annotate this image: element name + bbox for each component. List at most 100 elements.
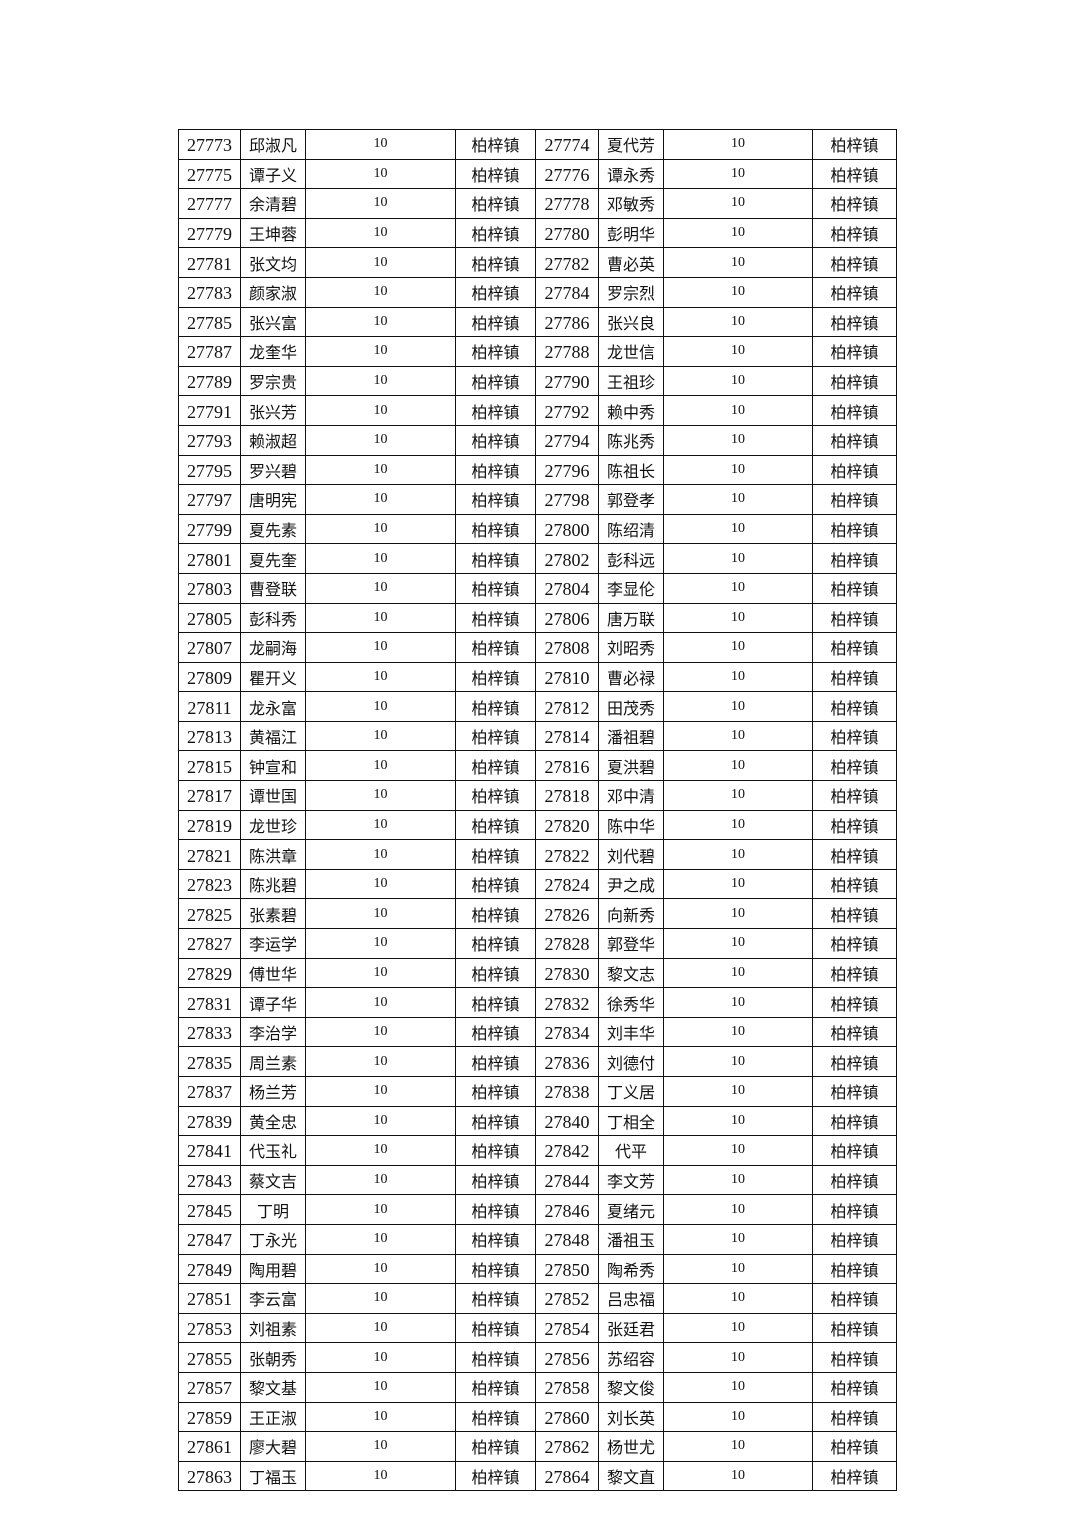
record-town: 柏梓镇	[812, 336, 897, 367]
record-id: 27788	[535, 336, 599, 367]
record-id: 27834	[535, 1016, 599, 1048]
record-id: 27824	[535, 868, 599, 900]
table-body: 27773 邱淑凡 10 柏梓镇 27774 夏代芳 10 柏梓镇 27775 谭子义 10 柏梓镇 2…	[178, 129, 897, 1492]
table-row: 27859 王正淑 10 柏梓镇 27860 刘长英 10 柏梓镇	[178, 1401, 897, 1433]
record-id: 27854	[535, 1312, 599, 1344]
record-name: 李运学	[240, 928, 306, 959]
record-name: 刘昭秀	[598, 632, 664, 663]
record-town: 柏梓镇	[812, 1342, 897, 1373]
record-town: 柏梓镇	[812, 898, 897, 930]
records-table: 27773 邱淑凡 10 柏梓镇 27774 夏代芳 10 柏梓镇 27775 谭子义 10 柏梓镇 2…	[178, 129, 897, 1492]
record-id: 27856	[535, 1342, 599, 1373]
table-row: 27841 代玉礼 10 柏梓镇 27842 代平 10 柏梓镇	[178, 1135, 897, 1166]
record-name: 龙奎华	[240, 336, 306, 367]
record-name: 苏绍容	[598, 1342, 664, 1373]
record-town: 柏梓镇	[455, 661, 536, 693]
record-amount: 10	[663, 395, 813, 426]
record-amount: 10	[663, 424, 813, 456]
record-amount: 10	[305, 898, 456, 930]
record-amount: 10	[663, 129, 813, 160]
record-town: 柏梓镇	[812, 365, 897, 397]
record-town: 柏梓镇	[812, 247, 897, 278]
record-amount: 10	[305, 1046, 456, 1077]
table-row: 27777 余清碧 10 柏梓镇 27778 邓敏秀 10 柏梓镇	[178, 188, 897, 219]
table-row: 27819 龙世珍 10 柏梓镇 27820 陈中华 10 柏梓镇	[178, 809, 897, 841]
record-amount: 10	[663, 543, 813, 574]
record-name: 罗宗烈	[598, 276, 664, 308]
table-row: 27801 夏先奎 10 柏梓镇 27802 彭科远 10 柏梓镇	[178, 543, 897, 574]
record-town: 柏梓镇	[812, 306, 897, 338]
record-town: 柏梓镇	[455, 1401, 536, 1433]
record-amount: 10	[663, 987, 813, 1018]
record-town: 柏梓镇	[455, 1342, 536, 1373]
record-town: 柏梓镇	[812, 543, 897, 574]
record-id: 27777	[178, 188, 241, 219]
record-town: 柏梓镇	[455, 632, 536, 663]
record-amount: 10	[305, 1431, 456, 1462]
record-town: 柏梓镇	[455, 1016, 536, 1048]
record-town: 柏梓镇	[455, 543, 536, 574]
table-row: 27849 陶用碧 10 柏梓镇 27850 陶希秀 10 柏梓镇	[178, 1253, 897, 1285]
record-id: 27819	[178, 809, 241, 841]
record-town: 柏梓镇	[455, 188, 536, 219]
record-town: 柏梓镇	[455, 1223, 536, 1255]
record-id: 27844	[535, 1164, 599, 1196]
record-name: 陶希秀	[598, 1253, 664, 1285]
record-id: 27806	[535, 602, 599, 634]
record-town: 柏梓镇	[455, 217, 536, 249]
record-id: 27797	[178, 484, 241, 515]
table-row: 27843 蔡文吉 10 柏梓镇 27844 李文芳 10 柏梓镇	[178, 1164, 897, 1196]
record-name: 丁义居	[598, 1076, 664, 1107]
record-town: 柏梓镇	[812, 1105, 897, 1137]
record-amount: 10	[305, 1253, 456, 1285]
record-town: 柏梓镇	[455, 1194, 536, 1225]
record-town: 柏梓镇	[455, 247, 536, 278]
record-amount: 10	[663, 276, 813, 308]
record-id: 27818	[535, 780, 599, 811]
record-town: 柏梓镇	[812, 1076, 897, 1107]
record-amount: 10	[663, 1401, 813, 1433]
record-town: 柏梓镇	[455, 1046, 536, 1077]
record-amount: 10	[663, 1253, 813, 1285]
record-town: 柏梓镇	[455, 1076, 536, 1107]
record-amount: 10	[663, 809, 813, 841]
record-town: 柏梓镇	[455, 928, 536, 959]
record-id: 27785	[178, 306, 241, 338]
record-name: 彭科秀	[240, 602, 306, 634]
record-name: 黎文志	[598, 957, 664, 989]
record-id: 27864	[535, 1460, 599, 1492]
record-town: 柏梓镇	[455, 424, 536, 456]
record-name: 刘丰华	[598, 1016, 664, 1048]
record-amount: 10	[663, 720, 813, 752]
record-id: 27795	[178, 454, 241, 486]
record-name: 赖中秀	[598, 395, 664, 426]
record-amount: 10	[663, 1076, 813, 1107]
record-id: 27828	[535, 928, 599, 959]
record-name: 杨兰芳	[240, 1076, 306, 1107]
record-town: 柏梓镇	[812, 1283, 897, 1314]
record-id: 27787	[178, 336, 241, 367]
record-id: 27833	[178, 1016, 241, 1048]
record-town: 柏梓镇	[455, 839, 536, 870]
record-amount: 10	[305, 1401, 456, 1433]
record-name: 李文芳	[598, 1164, 664, 1196]
record-amount: 10	[305, 543, 456, 574]
record-id: 27853	[178, 1312, 241, 1344]
record-id: 27837	[178, 1076, 241, 1107]
record-name: 龙永富	[240, 691, 306, 722]
record-id: 27858	[535, 1371, 599, 1403]
record-name: 黄全忠	[240, 1105, 306, 1137]
record-amount: 10	[663, 1460, 813, 1492]
record-amount: 10	[663, 1371, 813, 1403]
record-name: 邓敏秀	[598, 188, 664, 219]
record-name: 唐明宪	[240, 484, 306, 515]
record-town: 柏梓镇	[812, 661, 897, 693]
record-name: 丁明	[240, 1194, 306, 1225]
record-amount: 10	[663, 691, 813, 722]
record-name: 龙世珍	[240, 809, 306, 841]
record-id: 27830	[535, 957, 599, 989]
table-row: 27837 杨兰芳 10 柏梓镇 27838 丁义居 10 柏梓镇	[178, 1076, 897, 1107]
record-name: 谭子义	[240, 158, 306, 190]
record-amount: 10	[663, 1283, 813, 1314]
table-row: 27783 颜家淑 10 柏梓镇 27784 罗宗烈 10 柏梓镇	[178, 276, 897, 308]
